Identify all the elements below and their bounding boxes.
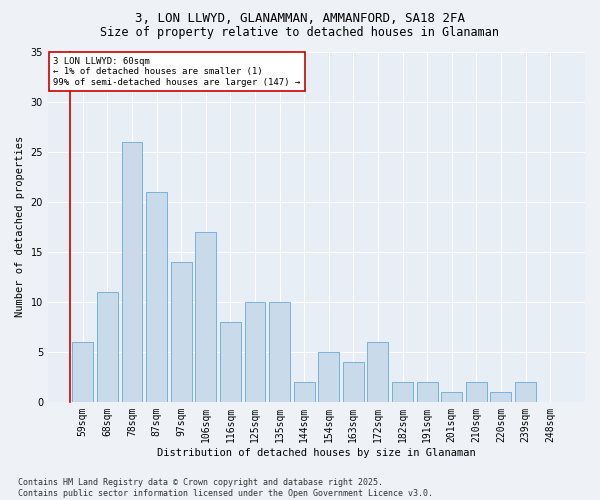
Bar (367, 342, 388, 402)
Bar (122, 142, 142, 402)
Bar (515, 382, 536, 402)
Bar (245, 302, 265, 402)
Bar (466, 382, 487, 402)
Bar (171, 262, 191, 402)
Bar (490, 392, 511, 402)
Bar (269, 302, 290, 402)
Bar (220, 322, 241, 402)
Bar (392, 382, 413, 402)
Bar (146, 192, 167, 402)
Text: Size of property relative to detached houses in Glanaman: Size of property relative to detached ho… (101, 26, 499, 39)
Bar (416, 382, 437, 402)
Text: 3 LON LLWYD: 60sqm
← 1% of detached houses are smaller (1)
99% of semi-detached : 3 LON LLWYD: 60sqm ← 1% of detached hous… (53, 57, 301, 86)
Text: Contains HM Land Registry data © Crown copyright and database right 2025.
Contai: Contains HM Land Registry data © Crown c… (18, 478, 433, 498)
Text: 3, LON LLWYD, GLANAMMAN, AMMANFORD, SA18 2FA: 3, LON LLWYD, GLANAMMAN, AMMANFORD, SA18… (135, 12, 465, 26)
Bar (294, 382, 314, 402)
Bar (196, 232, 216, 402)
Y-axis label: Number of detached properties: Number of detached properties (15, 136, 25, 318)
Bar (97, 292, 118, 402)
X-axis label: Distribution of detached houses by size in Glanaman: Distribution of detached houses by size … (157, 448, 476, 458)
Bar (73, 342, 93, 402)
Bar (319, 352, 339, 402)
Bar (441, 392, 462, 402)
Bar (343, 362, 364, 402)
